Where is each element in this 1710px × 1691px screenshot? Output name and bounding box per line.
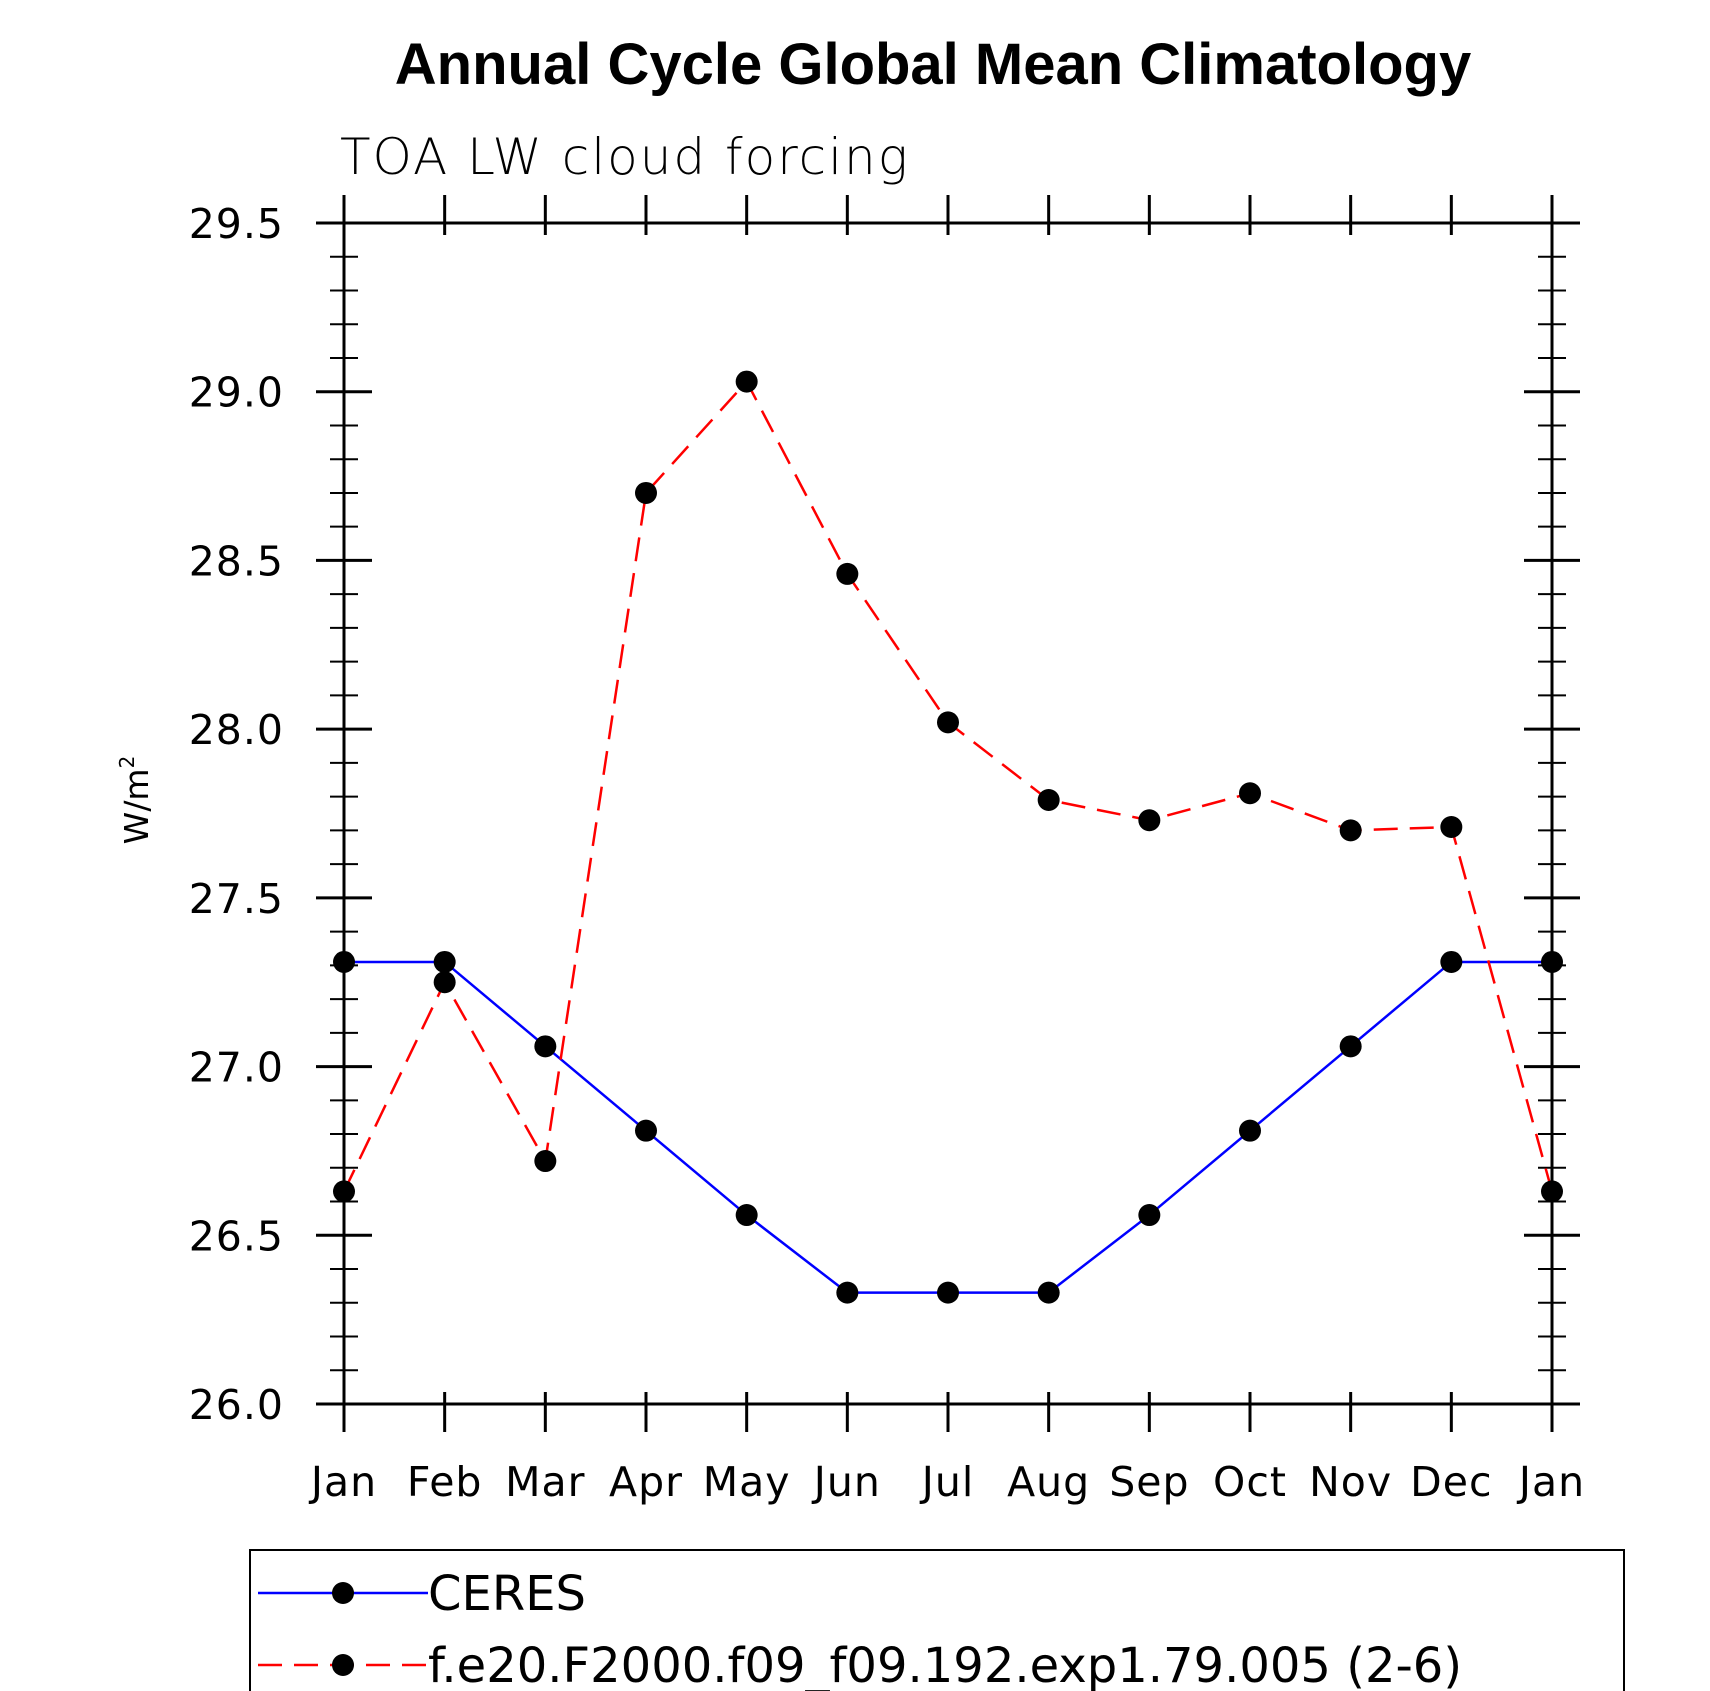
x-tick-label: Mar: [505, 1458, 585, 1506]
data-point: [937, 1281, 959, 1304]
x-tick-label: Apr: [609, 1458, 683, 1506]
data-point: [1037, 1281, 1060, 1304]
data-point: [1239, 782, 1261, 805]
data-point: [333, 950, 355, 973]
legend-swatch-marker: [332, 1654, 354, 1676]
data-point: [333, 1180, 355, 1203]
legend-box: [249, 1549, 1625, 1691]
data-point: [836, 1281, 859, 1304]
data-point: [1037, 789, 1060, 812]
y-tick-label: 29.0: [189, 369, 284, 417]
chart-subtitle: TOA LW cloud forcing: [340, 128, 910, 186]
y-tick-label: 29.5: [189, 200, 284, 248]
x-tick-label: Oct: [1213, 1458, 1287, 1506]
legend-entry-label: CERES: [428, 1566, 586, 1622]
y-tick-label: 26.0: [189, 1381, 284, 1429]
x-tick-label: Jan: [1516, 1458, 1585, 1506]
data-point: [635, 1119, 657, 1142]
data-point: [635, 481, 657, 504]
data-point: [534, 1150, 557, 1173]
y-tick-label: 26.5: [189, 1212, 284, 1260]
data-point: [534, 1035, 557, 1058]
x-tick-label: May: [703, 1458, 791, 1506]
x-tick-label: Dec: [1410, 1458, 1492, 1506]
chart-title: Annual Cycle Global Mean Climatology: [395, 32, 1471, 97]
legend-swatch-marker: [332, 1582, 354, 1604]
x-tick-label: Jun: [811, 1458, 881, 1506]
data-point: [1339, 819, 1362, 842]
series-line-1: [342, 379, 1554, 1192]
data-point: [735, 370, 758, 393]
svg-text:W/m2: W/m2: [115, 756, 156, 845]
data-point: [433, 971, 456, 994]
data-point: [1239, 1119, 1261, 1142]
data-point: [1440, 815, 1463, 838]
x-tick-label: Jul: [919, 1458, 974, 1506]
data-point: [1541, 950, 1563, 973]
data-point: [1440, 950, 1463, 973]
plot-frame: [342, 221, 1554, 1406]
y-tick-label: 27.5: [189, 875, 284, 923]
data-point: [836, 562, 859, 585]
legend: CERES f.e20.F2000.f09_f09.192.exp1.79.005…: [249, 1549, 1625, 1691]
x-tick-label: Feb: [407, 1458, 483, 1506]
x-tick-label: Sep: [1109, 1458, 1189, 1506]
data-point: [937, 711, 959, 734]
data-point: [1138, 1204, 1161, 1227]
y-axis-label-superscript: 2: [115, 756, 139, 769]
y-tick-label: 28.0: [189, 706, 284, 754]
plot-series: [333, 370, 1563, 1304]
data-point: [1541, 1180, 1563, 1203]
x-tick-label: Nov: [1309, 1458, 1392, 1506]
x-tick-label: Jan: [308, 1458, 377, 1506]
y-tick-label: 28.5: [189, 537, 284, 585]
data-point: [1138, 809, 1161, 832]
y-axis-label: W/m2: [115, 756, 156, 845]
data-point: [1339, 1035, 1362, 1058]
x-tick-label: Aug: [1007, 1458, 1090, 1506]
y-tick-label: 27.0: [189, 1044, 284, 1092]
data-point: [433, 950, 456, 973]
plot-axes: Jan Feb Mar Apr May Jun Jul Aug Sep Oct Nov Dec Jan 2…: [189, 195, 1585, 1506]
data-point: [735, 1204, 758, 1227]
legend-entry-label: f.e20.F2000.f09_f09.192.exp1.79.005 (2-6…: [428, 1638, 1462, 1691]
y-axis-label-text: W/m: [117, 768, 156, 844]
